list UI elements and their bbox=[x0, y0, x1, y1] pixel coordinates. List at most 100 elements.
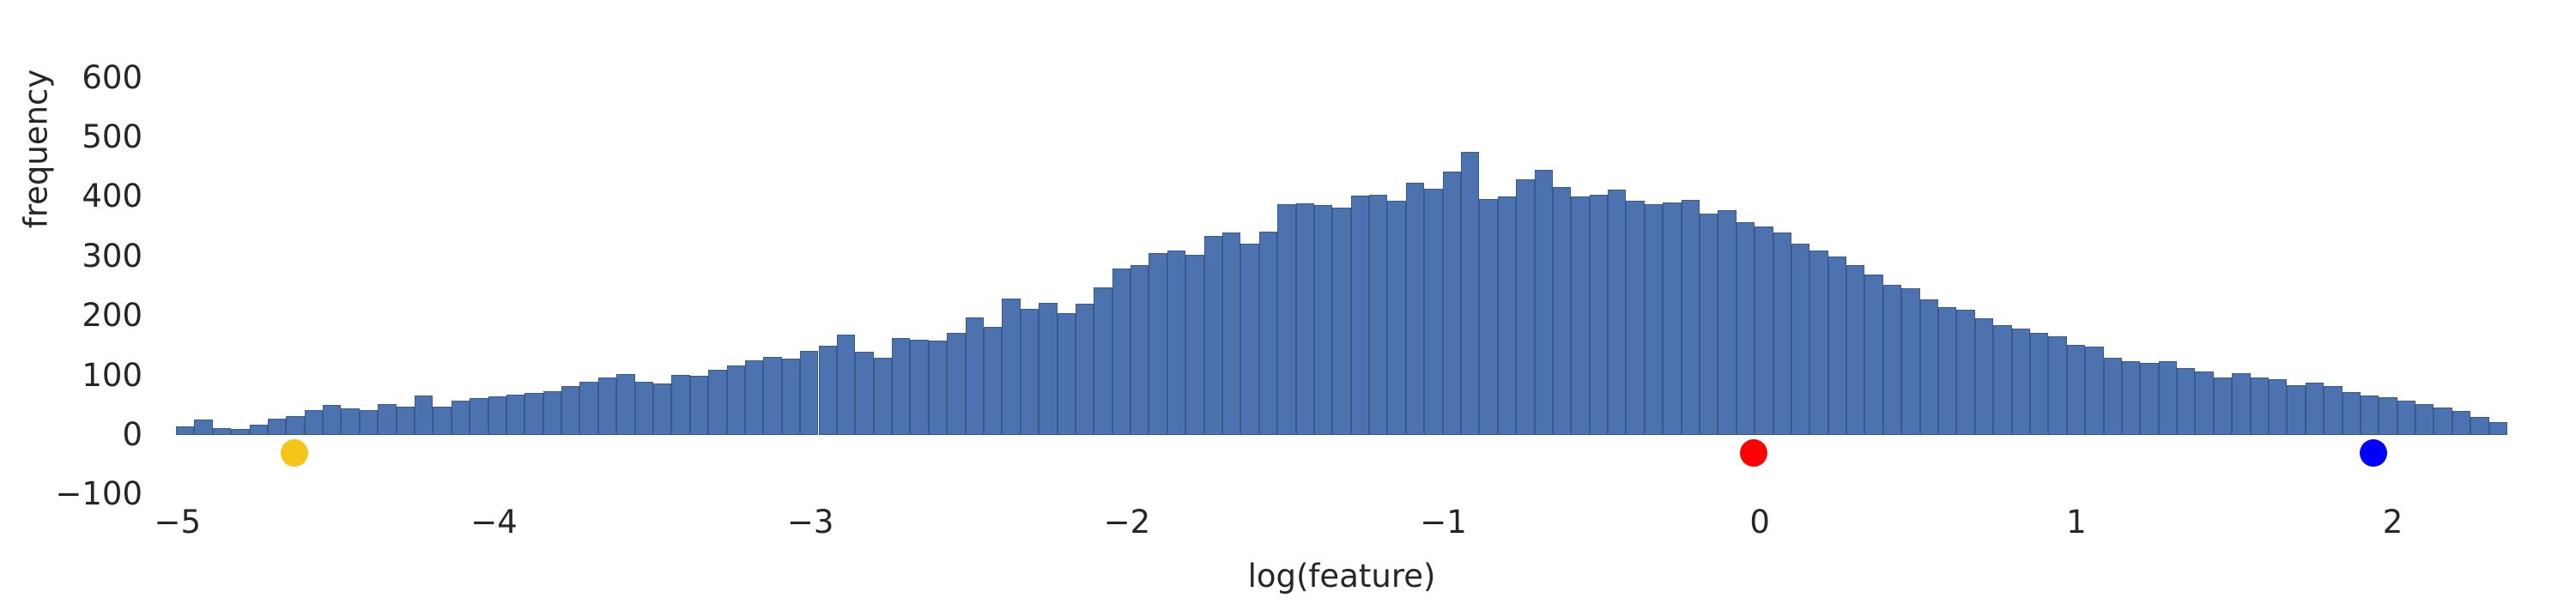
histogram-bar bbox=[2360, 396, 2379, 435]
histogram-bar bbox=[873, 357, 893, 435]
histogram-bar bbox=[2452, 411, 2471, 435]
histogram-bar bbox=[176, 426, 195, 435]
histogram-bar bbox=[2195, 371, 2214, 435]
histogram-bar bbox=[2121, 360, 2141, 435]
x-tick-label: −2 bbox=[1103, 504, 1151, 541]
histogram-bar bbox=[910, 339, 929, 435]
histogram-bar bbox=[1846, 265, 1865, 435]
histogram-bar bbox=[616, 373, 635, 435]
histogram-bar bbox=[1240, 243, 1259, 435]
histogram-bar bbox=[1313, 205, 1333, 435]
histogram-bar bbox=[304, 409, 324, 435]
y-tick-label: 500 bbox=[82, 118, 142, 155]
x-tick-label: 1 bbox=[2066, 504, 2087, 541]
histogram-bar bbox=[1901, 287, 1920, 435]
histogram-bar bbox=[2305, 382, 2324, 435]
histogram-bar bbox=[2250, 378, 2269, 435]
histogram-bar bbox=[1405, 183, 1425, 435]
histogram-bar bbox=[781, 359, 801, 435]
histogram-bar bbox=[1718, 209, 1737, 435]
histogram-bar bbox=[2177, 368, 2196, 435]
histogram-bar bbox=[2029, 333, 2049, 435]
histogram-bar bbox=[928, 340, 948, 435]
x-tick-label: 2 bbox=[2382, 504, 2403, 541]
yellow-marker[interactable] bbox=[281, 438, 309, 467]
histogram-bar bbox=[2268, 378, 2288, 435]
histogram-bar bbox=[653, 384, 672, 435]
histogram-bar bbox=[524, 393, 543, 435]
histogram-bar bbox=[2397, 400, 2416, 435]
histogram-bar bbox=[947, 332, 966, 435]
histogram-bar bbox=[1755, 226, 1773, 435]
histogram-bar bbox=[1571, 196, 1590, 435]
x-tick-label: 0 bbox=[1749, 504, 1770, 541]
histogram-bar bbox=[1608, 190, 1627, 435]
histogram-bar bbox=[2158, 360, 2178, 435]
histogram-bar bbox=[212, 427, 232, 435]
histogram-bar bbox=[1497, 196, 1517, 435]
y-tick-label: −100 bbox=[55, 475, 142, 513]
histogram-bar bbox=[1479, 199, 1498, 435]
histogram-bar bbox=[378, 403, 397, 435]
histogram-bar bbox=[323, 405, 342, 435]
x-tick-label: −4 bbox=[470, 504, 518, 541]
histogram-bar bbox=[1057, 312, 1076, 435]
histogram-bar bbox=[1864, 274, 1883, 435]
histogram-bar bbox=[983, 326, 1003, 435]
histogram-bar bbox=[1350, 196, 1370, 435]
histogram-bar bbox=[1002, 299, 1021, 435]
histogram-bar bbox=[1516, 178, 1535, 435]
x-tick-label: −3 bbox=[786, 504, 834, 541]
histogram-bar bbox=[1221, 233, 1241, 435]
histogram-bar bbox=[763, 357, 782, 435]
histogram-bar bbox=[1919, 299, 1939, 435]
histogram-bar bbox=[1882, 285, 1902, 435]
histogram-bar bbox=[1956, 310, 1975, 435]
histogram-bar bbox=[818, 345, 837, 435]
histogram-bar bbox=[671, 374, 690, 435]
histogram-bar bbox=[726, 365, 745, 435]
histogram-bar bbox=[1644, 203, 1664, 435]
histogram-bar bbox=[396, 406, 415, 435]
histogram-bar bbox=[1534, 170, 1553, 435]
y-tick-label: 100 bbox=[82, 356, 142, 394]
histogram-bar bbox=[2342, 392, 2361, 435]
histogram-bar bbox=[1700, 213, 1718, 435]
histogram-bar bbox=[1277, 203, 1296, 435]
histogram-bar bbox=[1094, 287, 1112, 435]
histogram-bar bbox=[1626, 201, 1645, 435]
histogram-bar bbox=[1589, 194, 1609, 435]
histogram-bar bbox=[470, 397, 488, 435]
y-tick-label: 0 bbox=[122, 416, 142, 453]
histogram-bar bbox=[744, 360, 764, 435]
y-tick-label: 400 bbox=[82, 178, 142, 215]
histogram-bar bbox=[2287, 384, 2306, 435]
y-tick-label: 600 bbox=[82, 58, 142, 96]
y-tick-label: 200 bbox=[82, 297, 142, 335]
histogram-bar bbox=[542, 391, 562, 435]
histogram-bar bbox=[1020, 308, 1039, 435]
histogram-bar bbox=[1827, 256, 1847, 435]
histogram-bar bbox=[1663, 202, 1682, 435]
red-marker[interactable] bbox=[1739, 438, 1767, 467]
histogram-bar bbox=[2232, 372, 2251, 435]
histogram-bar bbox=[1736, 221, 1755, 435]
histogram-bar bbox=[1295, 203, 1314, 435]
histogram-bar bbox=[1185, 255, 1204, 435]
histogram-bar bbox=[561, 386, 580, 435]
blue-marker[interactable] bbox=[2360, 438, 2388, 467]
histogram-bar bbox=[1461, 152, 1480, 435]
histogram-bar bbox=[2488, 421, 2507, 435]
histogram-bar bbox=[1424, 189, 1443, 435]
histogram-bar bbox=[800, 351, 819, 435]
histogram-bar bbox=[855, 351, 874, 435]
histogram-bar bbox=[1112, 268, 1131, 435]
histogram-bar bbox=[1039, 302, 1058, 435]
histogram-bar bbox=[708, 369, 727, 435]
histogram-bar bbox=[1369, 194, 1388, 435]
y-tick-label: 300 bbox=[82, 237, 142, 275]
histogram-bar bbox=[231, 429, 250, 435]
histogram-bar bbox=[1993, 324, 2012, 435]
histogram-bar bbox=[965, 317, 984, 435]
